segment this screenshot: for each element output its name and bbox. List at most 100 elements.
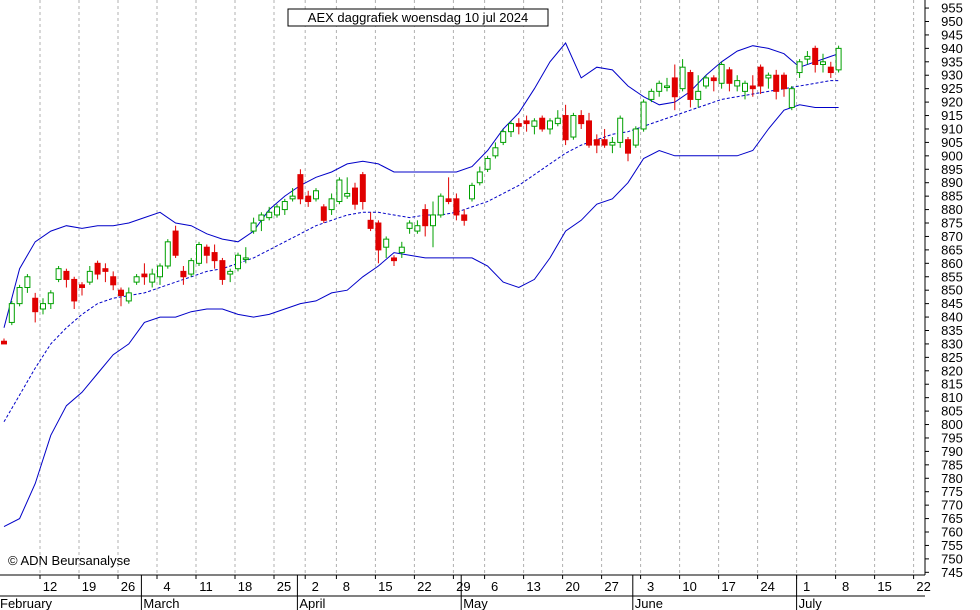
candle: [578, 110, 585, 129]
candle: [781, 72, 787, 97]
x-tick-label: 15: [877, 579, 891, 594]
candle-body: [344, 192, 351, 197]
candle: [601, 128, 608, 148]
y-tick-label: 810: [941, 390, 963, 405]
candle-body: [601, 139, 608, 146]
candle: [8, 300, 15, 326]
y-tick-label: 745: [941, 565, 963, 580]
candle-body: [804, 55, 811, 60]
candle-body: [110, 276, 117, 286]
candle: [391, 255, 397, 267]
candle-body: [305, 195, 312, 203]
candle-body: [461, 214, 468, 221]
candle: [773, 69, 780, 100]
x-tick-label: 17: [721, 579, 735, 594]
candle-body: [375, 222, 382, 251]
candle-body: [773, 74, 780, 92]
candle: [133, 274, 140, 285]
x-tick-label: 6: [491, 579, 498, 594]
candle-body: [547, 120, 553, 130]
candle: [320, 204, 327, 224]
candle: [352, 182, 358, 210]
candle: [414, 220, 421, 234]
y-tick-label: 895: [941, 162, 963, 177]
candle: [359, 171, 366, 210]
candle-body: [632, 128, 639, 146]
chart-title: AEX daggrafiek woensdag 10 jul 2024: [308, 10, 528, 25]
candle: [617, 115, 624, 148]
candle-body: [406, 222, 413, 229]
bollinger-upper-line: [3, 42, 839, 328]
candle-body: [398, 246, 405, 254]
y-tick-label: 805: [941, 404, 963, 419]
y-tick-label: 880: [941, 202, 963, 217]
candle: [500, 128, 507, 146]
candle-body: [656, 82, 663, 92]
candle: [235, 252, 241, 272]
y-tick-label: 780: [941, 471, 963, 486]
candle-body: [671, 77, 678, 98]
y-tick-label: 920: [941, 95, 963, 110]
x-tick-label: 15: [378, 579, 392, 594]
candle: [539, 115, 546, 132]
x-tick-label: 12: [43, 579, 57, 594]
candle: [422, 204, 429, 237]
candle: [640, 99, 647, 132]
candle-body: [539, 117, 546, 130]
y-tick-label: 770: [941, 498, 963, 513]
candle: [671, 64, 678, 111]
candle-body: [71, 278, 78, 302]
y-tick-label: 760: [941, 525, 963, 540]
candle-body: [648, 90, 655, 100]
candle-body: [484, 158, 491, 170]
candle: [250, 217, 257, 234]
candle-body: [422, 209, 429, 227]
y-tick-label: 905: [941, 135, 963, 150]
candle: [367, 212, 374, 232]
candle-body: [430, 214, 436, 227]
candle: [94, 260, 101, 280]
y-tick-label: 890: [941, 175, 963, 190]
candle: [609, 137, 616, 154]
y-tick-label: 875: [941, 216, 963, 231]
candle-body: [289, 195, 296, 200]
y-tick-label: 795: [941, 430, 963, 445]
candle-body: [86, 270, 93, 283]
candle: [695, 75, 702, 108]
x-tick-label: 2: [312, 579, 319, 594]
candle: [141, 263, 148, 285]
candle: [734, 75, 741, 92]
x-tick-label: 10: [682, 579, 696, 594]
candle: [586, 112, 592, 148]
y-tick-label: 845: [941, 296, 963, 311]
candles: [1, 45, 842, 345]
y-tick-label: 865: [941, 242, 963, 257]
candle-body: [258, 214, 265, 221]
candle-body: [94, 262, 101, 275]
candle: [430, 201, 436, 248]
candle-body: [63, 270, 70, 280]
candle-body: [476, 171, 483, 184]
x-tick-label: 29: [456, 579, 470, 594]
candle: [593, 134, 600, 154]
y-tick-label: 900: [941, 148, 963, 163]
candle: [445, 177, 452, 205]
x-tick-label: 8: [343, 579, 350, 594]
candle: [336, 177, 343, 205]
candle: [258, 212, 265, 232]
candle-body: [211, 252, 218, 262]
candle: [274, 204, 280, 218]
candle: [289, 188, 296, 202]
candle-body: [531, 120, 538, 127]
bollinger-middle-line: [3, 80, 839, 423]
candle-body: [274, 206, 280, 216]
candle: [219, 257, 226, 285]
x-tick-label: 13: [526, 579, 540, 594]
candle-body: [812, 47, 819, 65]
candle: [86, 266, 93, 285]
candle: [297, 169, 304, 205]
x-tick-label: 8: [842, 579, 849, 594]
candle: [625, 137, 631, 162]
candle-body: [320, 206, 327, 221]
y-tick-label: 860: [941, 256, 963, 271]
